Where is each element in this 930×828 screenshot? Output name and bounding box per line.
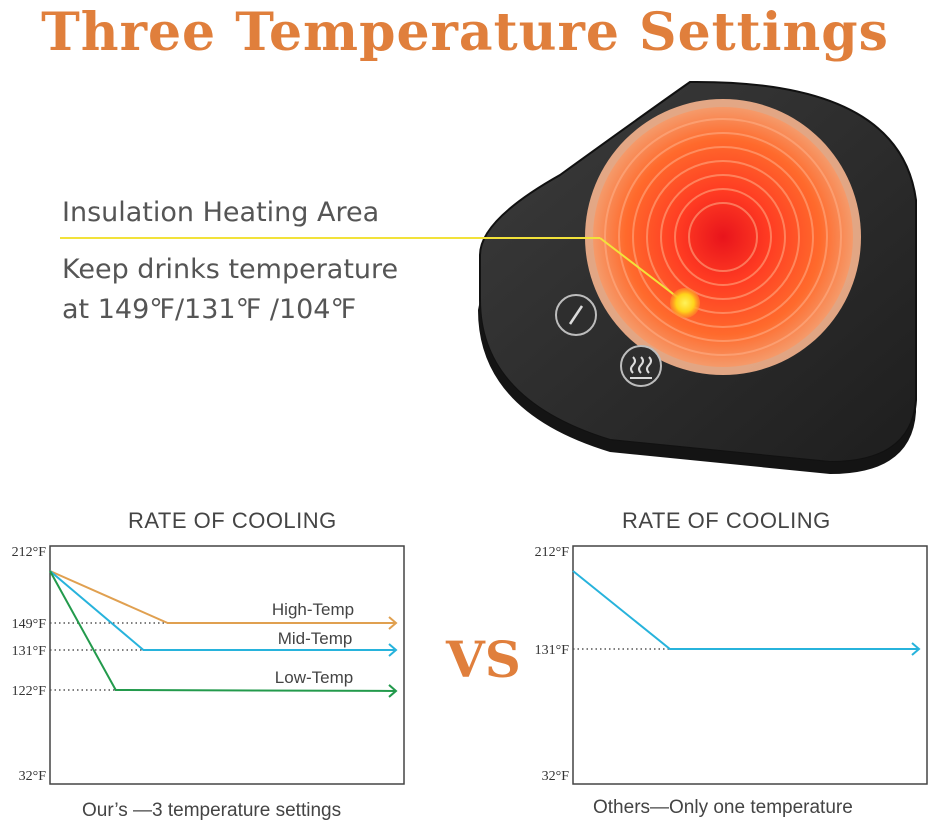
left-chart-series-label: Low-Temp: [275, 668, 353, 687]
callout-dot: [670, 288, 700, 318]
left-chart-title: RATE OF COOLING: [128, 508, 337, 533]
right-chart-y-tick-label: 212°F: [535, 545, 570, 560]
heat-button[interactable]: [620, 345, 662, 387]
left-chart-series-line: [49, 570, 397, 692]
left-chart-y-tick-label: 32°F: [19, 769, 47, 784]
right-chart-plot-frame: [572, 545, 928, 785]
right-chart-series-line: [572, 570, 919, 650]
right-chart-y-tick-label: 32°F: [542, 769, 570, 784]
callout-desc-line2: at 149℉/131℉ /104℉: [62, 294, 357, 325]
callout-line-diagonal: [599, 237, 686, 304]
left-chart-series-arrow: [388, 616, 398, 630]
left-chart-series-line: [49, 570, 396, 651]
left-chart-series-line: [49, 570, 396, 624]
left-chart-y-tick-label: 131°F: [12, 644, 47, 659]
device-edge: [478, 300, 916, 474]
heat-waves-icon: [630, 356, 652, 379]
vs-label: VS: [446, 630, 521, 689]
left-chart-series-label: Mid-Temp: [278, 629, 353, 648]
right-chart-caption: Others—Only one temperature: [593, 797, 853, 818]
left-chart-series-arrow: [388, 684, 398, 698]
page-title: Three Temperature Settings: [41, 2, 889, 63]
power-icon: [568, 305, 584, 325]
left-chart-y-tick-label: 212°F: [12, 545, 47, 560]
heating-coil: [604, 118, 842, 356]
callout-desc-line1: Keep drinks temperature: [62, 254, 399, 285]
left-chart-caption: Our’s —3 temperature settings: [82, 800, 342, 821]
heating-plate: [593, 107, 853, 367]
right-chart-series-arrow: [911, 642, 921, 656]
left-chart-plot-frame: [49, 545, 405, 785]
left-chart-y-tick-label: 122°F: [12, 684, 47, 699]
callout-label: Insulation Heating Area: [62, 197, 380, 228]
right-chart-title: RATE OF COOLING: [622, 508, 831, 533]
right-chart-y-tick-label: 131°F: [535, 643, 570, 658]
callout-description: Keep drinks temperature at 149℉/131℉ /10…: [62, 250, 482, 330]
left-chart-y-tick-label: 149°F: [12, 617, 47, 632]
power-button[interactable]: [555, 294, 597, 336]
left-chart-series-label: High-Temp: [272, 600, 354, 619]
left-chart-series-arrow: [388, 643, 398, 657]
